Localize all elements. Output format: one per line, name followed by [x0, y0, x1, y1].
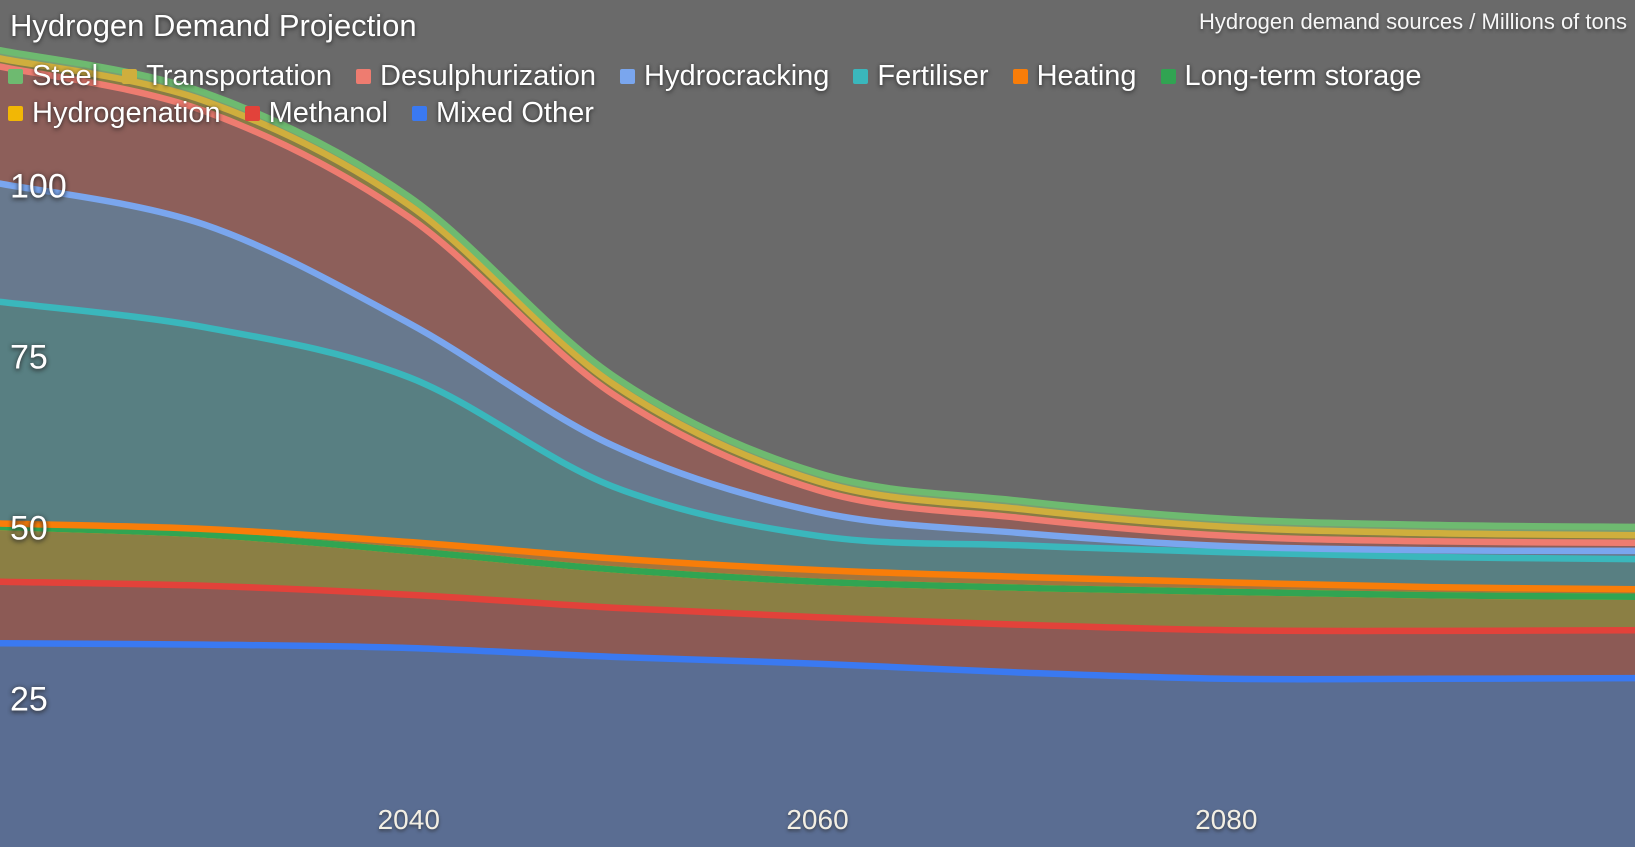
line-hydrocracking	[0, 180, 1635, 555]
area-methanol	[0, 581, 1635, 680]
line-methanol	[0, 578, 1635, 635]
area-hydrocracking	[0, 183, 1635, 560]
line-steel	[0, 46, 1635, 531]
legend-swatch-icon	[356, 69, 372, 84]
legend-item-label: Fertiliser	[877, 60, 989, 92]
legend-item-label: Transportation	[146, 60, 333, 92]
legend-swatch-icon	[853, 69, 869, 84]
legend-item-transportation[interactable]: Transportation	[122, 58, 332, 95]
line-fertiliser	[0, 298, 1635, 563]
legend-item-steel[interactable]: Steel	[8, 58, 98, 95]
legend-item-label: Hydrocracking	[644, 60, 830, 92]
line-mixed-other	[0, 639, 1635, 683]
legend-item-long-term-storage[interactable]: Long-term storage	[1160, 58, 1422, 95]
area-mixed-other	[0, 643, 1635, 847]
line-heating	[0, 520, 1635, 593]
legend-item-label: Hydrogenation	[32, 97, 221, 129]
legend-item-methanol[interactable]: Methanol	[244, 95, 388, 132]
legend-swatch-icon	[1012, 69, 1028, 84]
line-desulphurization	[0, 63, 1635, 546]
line-transportation	[0, 55, 1635, 539]
legend: Steel Transportation Desulphurization Hydro…	[8, 58, 1632, 132]
legend-item-fertiliser[interactable]: Fertiliser	[853, 58, 989, 95]
legend-item-hydrocracking[interactable]: Hydrocracking	[620, 58, 829, 95]
legend-swatch-icon	[122, 69, 138, 84]
line-long-term-storage	[0, 523, 1635, 600]
legend-item-label: Desulphurization	[380, 60, 597, 92]
legend-item-label: Long-term storage	[1184, 60, 1422, 92]
legend-item-heating[interactable]: Heating	[1012, 58, 1137, 95]
legend-item-label: Steel	[32, 60, 99, 92]
legend-item-label: Methanol	[268, 97, 388, 129]
legend-swatch-icon	[244, 106, 260, 121]
area-desulphurization	[0, 66, 1635, 551]
legend-swatch-icon	[411, 106, 427, 121]
area-fertiliser	[0, 301, 1635, 590]
legend-item-label: Heating	[1036, 60, 1137, 92]
legend-swatch-icon	[1160, 69, 1176, 84]
legend-swatch-icon	[620, 69, 636, 84]
legend-swatch-icon	[8, 69, 23, 84]
legend-item-mixed-other[interactable]: Mixed Other	[411, 95, 594, 132]
chart-subtitle: Hydrogen demand sources / Millions of to…	[1199, 9, 1627, 34]
legend-item-label: Mixed Other	[435, 97, 594, 129]
chart-title: Hydrogen Demand Projection	[10, 8, 417, 43]
legend-swatch-icon	[8, 106, 23, 121]
legend-item-desulphurization[interactable]: Desulphurization	[356, 58, 596, 95]
legend-item-hydrogenation[interactable]: Hydrogenation	[8, 95, 221, 132]
